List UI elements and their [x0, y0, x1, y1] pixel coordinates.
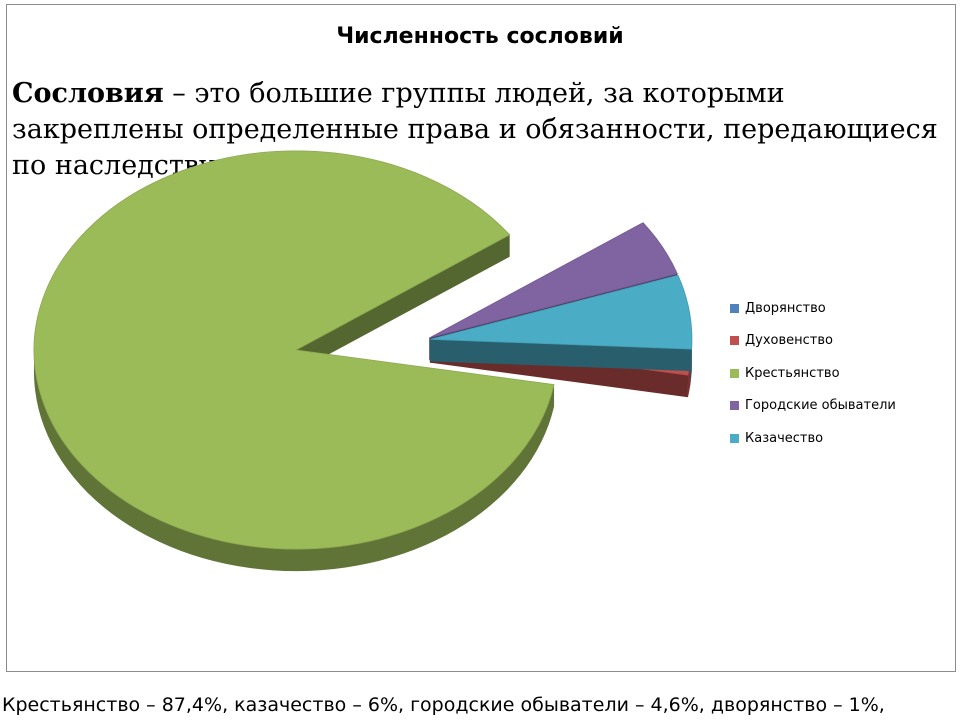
definition-term: Сословия [12, 78, 164, 109]
legend-label: Казачество [745, 430, 824, 446]
legend-item: Крестьянство [730, 357, 896, 390]
legend-label: Крестьянство [745, 365, 840, 381]
legend-swatch [730, 303, 739, 313]
legend-swatch [730, 433, 739, 443]
legend: Дворянство Духовенство Крестьянство Горо… [730, 292, 896, 455]
legend-swatch [730, 401, 739, 411]
slice-wall [429, 339, 692, 372]
definition-text: Сословия – это большие группы людей, за … [12, 76, 956, 184]
legend-item: Дворянство [730, 292, 896, 325]
legend-swatch [730, 368, 739, 378]
pie-slice [429, 222, 678, 339]
legend-label: Духовенство [745, 333, 833, 349]
legend-label: Дворянство [745, 300, 826, 316]
legend-item: Городские обыватели [730, 390, 896, 423]
chart-title: Численность сословий [336, 24, 624, 49]
footer-caption: Крестьянство – 87,4%, казачество – 6%, г… [2, 694, 885, 716]
definition-body: – это большие группы людей, за которыми … [12, 78, 938, 181]
legend-swatch [730, 336, 739, 346]
slice-side [687, 362, 691, 398]
pie-slice [429, 274, 693, 350]
legend-item: Духовенство [730, 325, 896, 358]
legend-item: Казачество [730, 422, 896, 455]
legend-label: Городские обыватели [745, 398, 896, 414]
slice-wall [296, 234, 510, 372]
pie-slice [33, 150, 555, 550]
